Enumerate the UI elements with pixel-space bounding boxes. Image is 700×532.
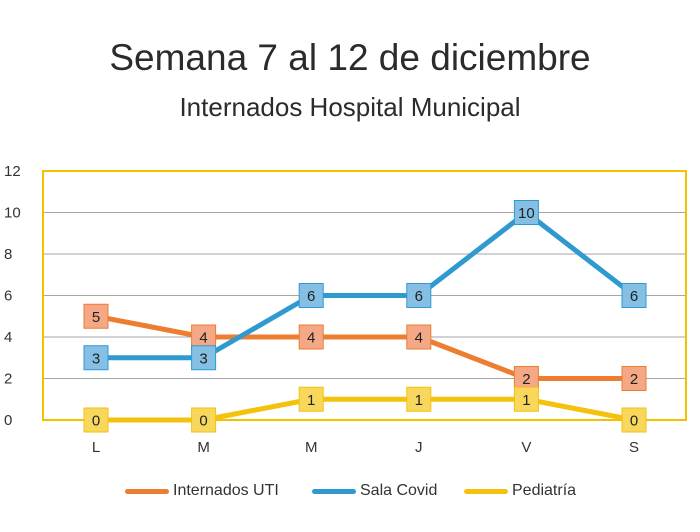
legend-item: Sala Covid xyxy=(312,480,437,502)
data-label-box xyxy=(513,386,539,412)
data-label-box xyxy=(621,407,647,433)
data-label: 1 xyxy=(415,392,423,409)
data-label: 1 xyxy=(522,392,530,409)
data-label-box xyxy=(298,386,324,412)
data-label-box xyxy=(406,386,432,412)
y-tick-label: 8 xyxy=(4,246,12,263)
x-tick-label: M xyxy=(305,439,318,456)
data-label: 2 xyxy=(522,371,530,388)
y-tick-label: 6 xyxy=(4,288,12,305)
series-line-2 xyxy=(93,396,637,423)
plot-frame xyxy=(42,170,687,421)
data-label: 0 xyxy=(630,413,638,430)
series-line-0 xyxy=(93,313,637,381)
legend-swatch xyxy=(125,488,169,494)
data-label: 6 xyxy=(307,288,315,305)
data-label: 10 xyxy=(518,205,535,222)
data-label: 2 xyxy=(630,371,638,388)
data-label-box xyxy=(191,345,217,371)
data-label: 5 xyxy=(92,309,100,326)
legend-item: Pediatría xyxy=(464,480,576,502)
y-tick-label: 10 xyxy=(4,205,21,222)
y-tick-label: 12 xyxy=(4,163,21,180)
data-label-box xyxy=(298,283,324,308)
data-label-box xyxy=(406,283,432,308)
data-label: 0 xyxy=(92,413,100,430)
data-label-box xyxy=(191,407,217,433)
y-axis-ticks: 0 2 4 6 8 10 12 xyxy=(4,163,21,429)
data-label-box xyxy=(83,407,109,433)
y-tick-label: 4 xyxy=(4,329,12,346)
x-tick-label: J xyxy=(415,439,423,456)
x-tick-label: L xyxy=(92,439,100,456)
legend-swatch xyxy=(312,488,356,494)
data-label-box xyxy=(513,366,539,391)
y-tick-label: 0 xyxy=(4,412,12,429)
data-label-box xyxy=(621,283,647,308)
x-tick-label: M xyxy=(197,439,210,456)
legend-item: Internados UTI xyxy=(125,480,279,502)
x-tick-label: S xyxy=(629,439,639,456)
data-label: 0 xyxy=(199,413,207,430)
data-label: 3 xyxy=(92,350,100,367)
data-label: 4 xyxy=(199,330,207,347)
data-label: 6 xyxy=(415,288,423,305)
legend-swatch xyxy=(464,488,508,494)
chart-title: Semana 7 al 12 de diciembre xyxy=(109,37,591,78)
data-label: 3 xyxy=(199,350,207,367)
legend-label: Pediatría xyxy=(512,482,577,499)
data-label-box xyxy=(83,345,109,371)
data-label: 1 xyxy=(307,392,315,409)
data-label-box xyxy=(513,200,539,225)
data-label-box xyxy=(83,303,109,329)
data-label-box xyxy=(406,324,432,350)
data-label-box xyxy=(621,366,647,391)
y-tick-label: 2 xyxy=(4,371,12,388)
data-label: 6 xyxy=(630,288,638,305)
data-label: 4 xyxy=(307,330,315,347)
legend-label: Internados UTI xyxy=(173,482,279,499)
x-tick-label: V xyxy=(521,439,531,456)
data-label-box xyxy=(298,324,324,350)
legend: Internados UTI Sala Covid Pediatría xyxy=(0,480,700,502)
legend-label: Sala Covid xyxy=(360,482,438,499)
series-line-1 xyxy=(93,210,637,361)
series-lines xyxy=(93,210,637,423)
data-label: 4 xyxy=(415,330,423,347)
chart-subtitle: Internados Hospital Municipal xyxy=(179,92,521,122)
